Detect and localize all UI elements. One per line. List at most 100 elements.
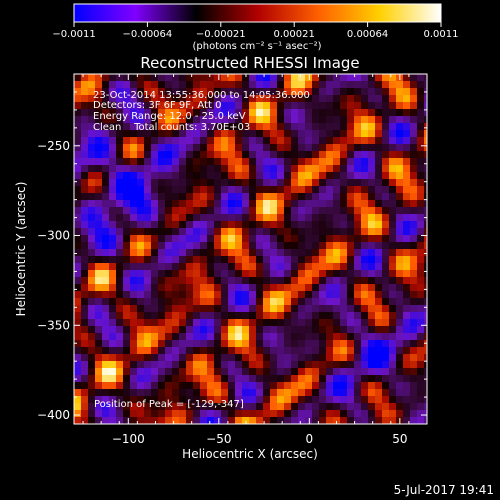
heatmap-cell [228, 263, 235, 270]
heatmap-cell [242, 333, 249, 340]
heatmap-cell [326, 144, 333, 151]
heatmap-cell [88, 298, 95, 305]
heatmap-cell [179, 102, 186, 109]
heatmap-cell [207, 347, 214, 354]
heatmap-cell [270, 347, 277, 354]
heatmap-cell [389, 417, 396, 424]
heatmap-cell [235, 375, 242, 382]
heatmap-cell [410, 200, 417, 207]
heatmap-cell [382, 172, 389, 179]
heatmap-cell [424, 102, 427, 109]
heatmap-cell [326, 382, 333, 389]
heatmap-cell [214, 186, 221, 193]
heatmap-cell [340, 396, 347, 403]
heatmap-cell [95, 382, 102, 389]
heatmap-cell [319, 396, 326, 403]
heatmap-cell [410, 144, 417, 151]
heatmap-cell [256, 361, 263, 368]
heatmap-cell [333, 158, 340, 165]
heatmap-cell [256, 88, 263, 95]
heatmap-cell [249, 130, 256, 137]
heatmap-cell [109, 130, 116, 137]
heatmap-cell [172, 270, 179, 277]
heatmap-cell [270, 165, 277, 172]
heatmap-cell [396, 165, 403, 172]
heatmap-cell [298, 137, 305, 144]
heatmap-cell [137, 102, 144, 109]
heatmap-cell [375, 88, 382, 95]
heatmap-cell [396, 228, 403, 235]
heatmap-cell [207, 88, 214, 95]
heatmap-cell [235, 228, 242, 235]
heatmap-cell [109, 109, 116, 116]
heatmap-cell [263, 130, 270, 137]
heatmap-cell [312, 249, 319, 256]
heatmap-cell [375, 298, 382, 305]
heatmap-cell [116, 242, 123, 249]
heatmap-cell [186, 242, 193, 249]
heatmap-cell [88, 95, 95, 102]
heatmap-cell [165, 228, 172, 235]
heatmap-cell [249, 221, 256, 228]
heatmap-cell [403, 326, 410, 333]
heatmap-cell [200, 312, 207, 319]
heatmap-cell [74, 144, 81, 151]
heatmap-cell [256, 249, 263, 256]
heatmap-cell [144, 249, 151, 256]
heatmap-cell [109, 305, 116, 312]
x-tick-label: −100 [112, 432, 145, 446]
heatmap-cell [417, 333, 424, 340]
heatmap-cell [340, 284, 347, 291]
heatmap-cell [312, 312, 319, 319]
heatmap-cell [200, 298, 207, 305]
heatmap-cell [214, 249, 221, 256]
heatmap-cell [207, 354, 214, 361]
heatmap-cell [256, 130, 263, 137]
heatmap-cell [298, 291, 305, 298]
heatmap-cell [312, 165, 319, 172]
heatmap-cell [298, 347, 305, 354]
heatmap-cell [130, 319, 137, 326]
heatmap-cell [270, 382, 277, 389]
heatmap-cell [291, 263, 298, 270]
heatmap-cell [417, 249, 424, 256]
heatmap-cell [256, 263, 263, 270]
heatmap-cell [270, 403, 277, 410]
heatmap-cell [137, 109, 144, 116]
heatmap-cell [74, 256, 81, 263]
heatmap-cell [179, 403, 186, 410]
heatmap-cell [410, 389, 417, 396]
heatmap-cell [235, 270, 242, 277]
heatmap-cell [347, 242, 354, 249]
heatmap-cell [270, 340, 277, 347]
heatmap-cell [81, 256, 88, 263]
heatmap-cell [256, 326, 263, 333]
heatmap-cell [235, 249, 242, 256]
heatmap-cell [165, 256, 172, 263]
heatmap-cell [354, 403, 361, 410]
heatmap-cell [193, 137, 200, 144]
heatmap-cell [165, 221, 172, 228]
heatmap-cell [347, 123, 354, 130]
heatmap-cell [81, 221, 88, 228]
heatmap-cell [179, 284, 186, 291]
heatmap-cell [333, 81, 340, 88]
heatmap-cell [249, 291, 256, 298]
heatmap-cell [123, 396, 130, 403]
heatmap-cell [389, 130, 396, 137]
heatmap-cell [81, 74, 88, 81]
heatmap-cell [165, 123, 172, 130]
heatmap-cell [200, 151, 207, 158]
heatmap-cell [347, 354, 354, 361]
heatmap-cell [347, 298, 354, 305]
heatmap-cell [137, 179, 144, 186]
heatmap-cell [375, 354, 382, 361]
heatmap-cell [284, 137, 291, 144]
heatmap-cell [396, 382, 403, 389]
heatmap-cell [172, 109, 179, 116]
heatmap-cell [389, 298, 396, 305]
heatmap-cell [417, 396, 424, 403]
heatmap-cell [200, 179, 207, 186]
heatmap-cell [424, 193, 427, 200]
heatmap-cell [235, 235, 242, 242]
